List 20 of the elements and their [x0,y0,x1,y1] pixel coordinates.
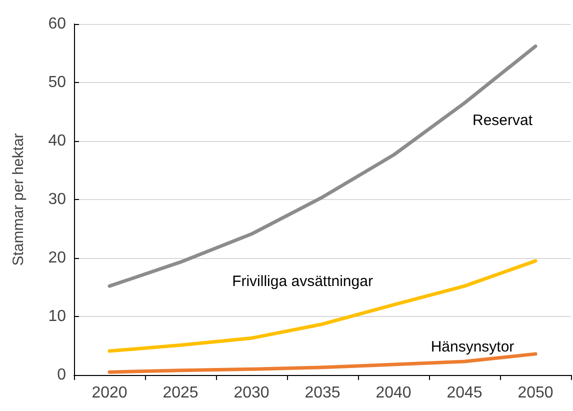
y-tick-label: 60 [48,16,66,32]
y-tick-label: 0 [57,366,66,384]
x-tick-label: 2045 [446,384,482,402]
line-series [108,259,538,353]
x-tick-label: 2050 [518,384,554,402]
y-axis-title: Stammar per hektar [10,133,27,266]
x-tick-label: 2035 [304,384,340,402]
y-tick-label: 10 [48,308,66,325]
line-series [108,44,538,288]
y-tick-label: 50 [48,74,66,91]
y-tick-label: 30 [48,191,66,208]
x-tick-label: 2030 [234,384,270,402]
series-label: Reservat [472,112,534,129]
series-label: Hänsynsytor [430,338,514,356]
series-label: Frivilliga avsättningar [232,273,373,290]
x-tick-label: 2040 [376,384,412,402]
y-tick-label: 20 [48,250,66,266]
x-tick-label: 2020 [92,384,128,402]
x-tick-label: 2025 [162,384,198,402]
y-tick-label: 40 [48,132,66,150]
